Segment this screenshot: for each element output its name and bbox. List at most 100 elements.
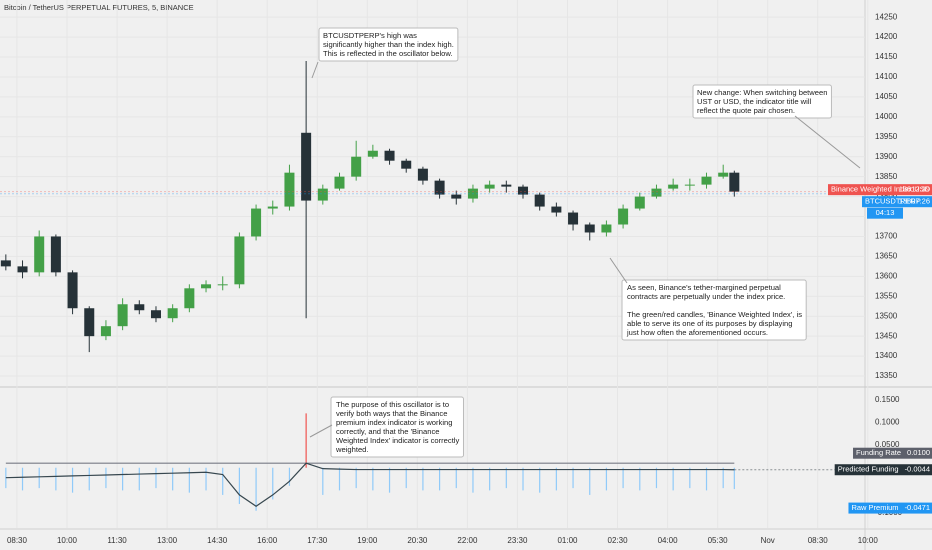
y-tick-label: 13950 — [875, 132, 898, 141]
candle-body — [100, 326, 111, 337]
candle-body — [384, 150, 395, 161]
candle-body — [451, 194, 462, 199]
candle-body — [551, 206, 562, 213]
candle-body — [401, 160, 412, 169]
premium-bar — [138, 467, 140, 491]
countdown: 04:13 — [876, 208, 895, 217]
y-tick-label: 13650 — [875, 252, 898, 261]
premium-bar — [255, 467, 257, 511]
candle-body — [167, 308, 178, 319]
price-label: Funding Rate 0.0100 — [853, 447, 932, 459]
premium-bar — [472, 467, 474, 493]
premium-bar — [188, 467, 190, 493]
annotation-text: premium index indicator is working — [336, 418, 452, 427]
x-tick-label: 02:30 — [608, 536, 629, 545]
y-tick-label: 14250 — [875, 12, 898, 21]
premium-bar — [205, 467, 207, 491]
premium-bar — [55, 467, 57, 491]
premium-bar — [305, 413, 307, 468]
price-label: Predicted Funding -0.0044 — [834, 464, 932, 476]
annotation-pointer — [609, 257, 628, 284]
candle-body — [651, 188, 662, 197]
premium-bar — [639, 467, 641, 491]
candle-body — [150, 310, 161, 319]
price-label-value: 13812.39 — [899, 185, 930, 194]
premium-bar — [355, 467, 357, 489]
candle-body — [117, 304, 128, 327]
x-tick-label: 10:00 — [57, 536, 78, 545]
candle-body — [284, 172, 295, 207]
price-label-name: Raw Premium — [851, 503, 898, 512]
premium-bar — [522, 467, 524, 491]
x-tick-label: 01:00 — [557, 536, 578, 545]
candle-body — [184, 288, 195, 309]
candle-body — [634, 196, 645, 209]
x-tick-label: 22:00 — [457, 536, 478, 545]
x-tick-label: 04:00 — [658, 536, 679, 545]
y-tick-label: 14200 — [875, 32, 898, 41]
candle-body — [534, 194, 545, 207]
premium-bar — [38, 467, 40, 489]
candle-body — [134, 304, 145, 311]
annotation-text: correctly, and that the 'Binance — [336, 427, 439, 436]
candle-body — [301, 132, 312, 201]
premium-bar — [172, 467, 174, 491]
y-tick-label: 13900 — [875, 152, 898, 161]
y-tick-label: 13600 — [875, 271, 898, 280]
premium-bar — [405, 467, 407, 489]
annotation-text: weighted. — [335, 445, 369, 454]
candle-body — [367, 150, 378, 157]
premium-bar — [288, 467, 291, 486]
annotation-text: verify both ways that the Binance — [336, 409, 447, 418]
candle-body — [467, 188, 478, 199]
premium-bar — [388, 467, 391, 493]
candle-body — [351, 156, 362, 177]
candle-body — [267, 206, 278, 209]
premium-bar — [505, 467, 507, 489]
annotation-pointer — [309, 424, 333, 438]
price-label-name: Funding Rate — [856, 448, 901, 457]
candle-body — [701, 176, 712, 185]
annotation-box — [621, 279, 807, 341]
premium-bar — [672, 467, 674, 491]
x-tick-label: 17:30 — [307, 536, 328, 545]
x-tick-label: 08:30 — [808, 536, 829, 545]
x-tick-label: 11:30 — [107, 536, 127, 545]
annotation: The purpose of this oscillator is toveri… — [330, 396, 464, 458]
premium-bar — [322, 467, 324, 495]
premium-bar — [5, 467, 7, 489]
price-label-box — [862, 196, 932, 208]
premium-bar — [689, 467, 691, 489]
price-label-value: 0.0100 — [907, 448, 930, 457]
annotation-text: The purpose of this oscillator is to — [336, 400, 449, 409]
premium-bar — [605, 467, 608, 491]
candle-body — [718, 172, 729, 177]
price-label-box — [853, 447, 932, 459]
annotation-box — [692, 84, 832, 119]
x-tick-label: Nov — [761, 536, 775, 545]
candle-body — [67, 272, 78, 309]
y-tick-label: 14150 — [875, 52, 898, 61]
chart-title: Bitcoin / TetherUS PERPETUAL FUTURES, 5,… — [4, 3, 194, 12]
premium-bar — [71, 467, 74, 493]
annotation-text: UST or USD, the indicator title will — [697, 97, 812, 106]
candle-body — [517, 186, 529, 195]
x-tick-label: 16:00 — [257, 536, 278, 545]
candle-body — [501, 184, 512, 187]
premium-bar — [122, 467, 124, 491]
y-tick-label: 13500 — [875, 311, 898, 320]
candle-body — [34, 236, 45, 273]
x-tick-label: 20:30 — [407, 536, 428, 545]
y-tick-label: 0.0500 — [875, 440, 900, 449]
premium-bar — [722, 467, 724, 489]
y-tick-label: 14050 — [875, 92, 898, 101]
premium-bar — [222, 467, 224, 495]
premium-bar — [105, 467, 107, 489]
premium-bar — [455, 467, 457, 489]
premium-bar — [438, 467, 441, 491]
annotation-box — [318, 27, 459, 62]
annotation-text: significantly higher than the index high… — [323, 40, 454, 49]
annotation-text: As seen, Binance's tether-margined perpe… — [627, 283, 781, 292]
candle-body — [729, 172, 740, 192]
